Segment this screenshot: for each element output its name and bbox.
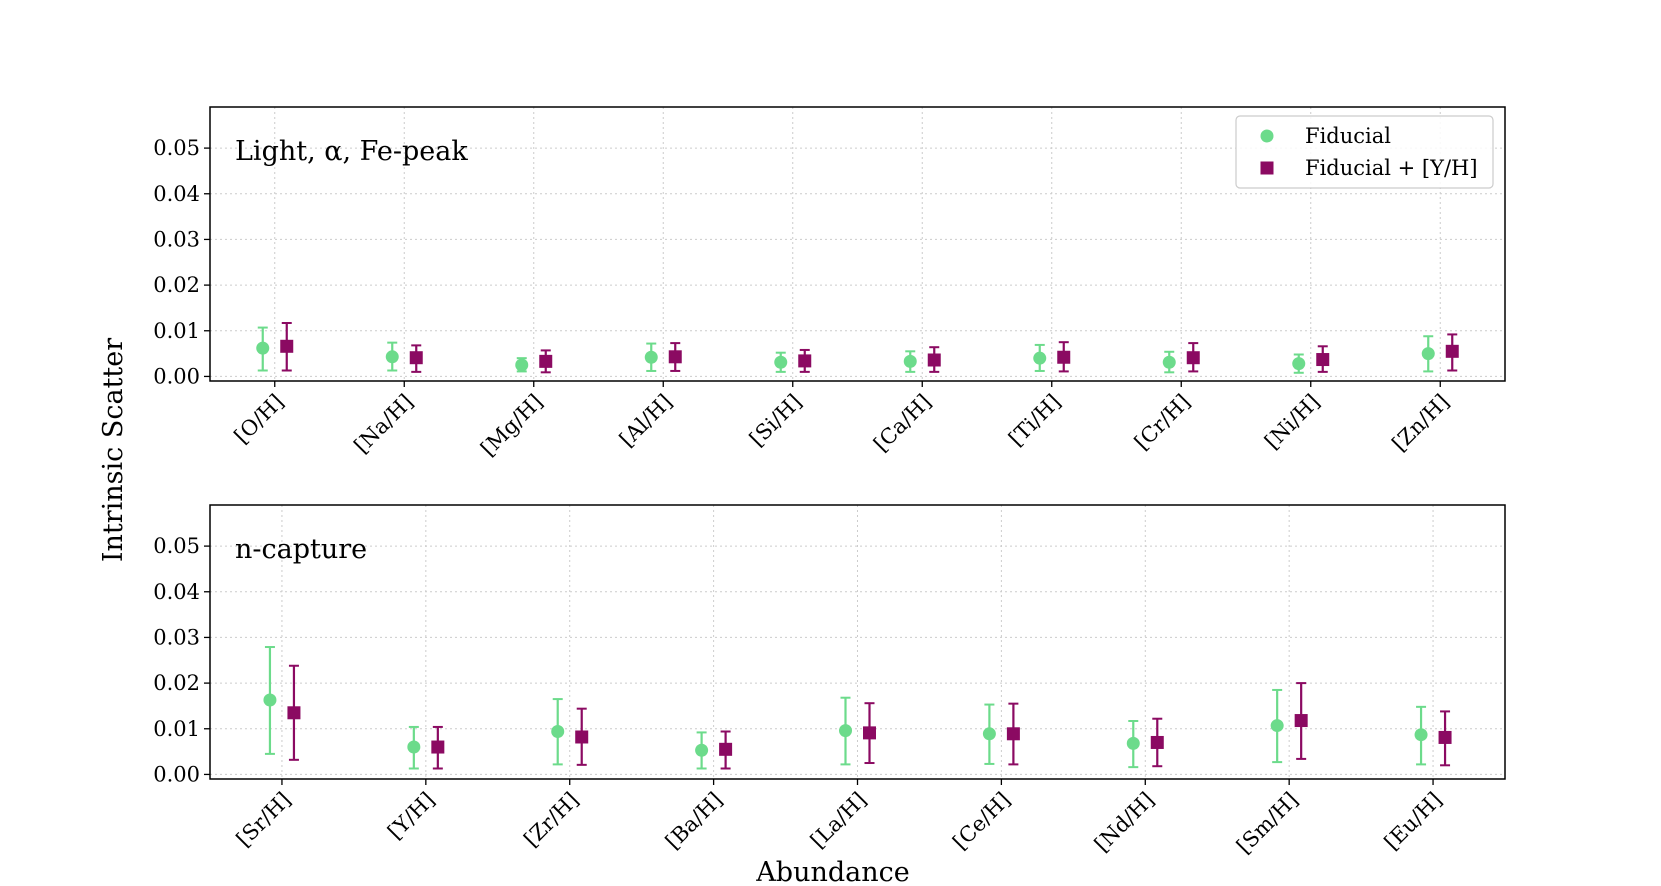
x-tick-label: [Al/H] <box>615 390 677 452</box>
y-tick-label: 0.05 <box>153 534 200 558</box>
y-tick-label: 0.00 <box>153 762 200 786</box>
legend-label: Fiducial <box>1305 124 1391 148</box>
data-point <box>263 693 277 707</box>
x-tick-label: [Cr/H] <box>1130 390 1195 455</box>
legend-box <box>1235 115 1494 189</box>
plot-frame <box>209 504 1506 780</box>
x-tick-label: [Ca/H] <box>869 390 936 457</box>
x-tick-label: [Nd/H] <box>1090 788 1159 857</box>
y-tick-label: 0.04 <box>153 580 200 604</box>
y-tick-label: 0.03 <box>153 227 200 251</box>
panel-title: n-capture <box>235 534 367 565</box>
data-point <box>1033 351 1047 365</box>
series-fiducial-plus-yh <box>287 664 1452 770</box>
x-tick-label: [O/H] <box>230 390 289 449</box>
panel-title: Light, α, Fe-peak <box>235 136 468 167</box>
legend-marker-square <box>1260 161 1274 175</box>
data-point <box>1292 357 1306 371</box>
data-point <box>409 351 423 365</box>
data-point <box>903 354 917 368</box>
x-tick-label: [Ti/H] <box>1004 390 1065 451</box>
x-tick-label: [Sr/H] <box>232 788 296 852</box>
y-tick-label: 0.05 <box>153 136 200 160</box>
data-point <box>256 341 270 355</box>
x-tick-label: [Na/H] <box>349 390 417 458</box>
data-point <box>385 350 399 364</box>
series-fiducial <box>263 646 1428 770</box>
data-point <box>668 350 682 364</box>
y-tick-label: 0.01 <box>153 717 200 741</box>
x-tick-label: [Ni/H] <box>1260 390 1324 454</box>
data-point <box>539 354 553 368</box>
legend-marker-circle <box>1260 129 1274 143</box>
x-tick-label: [Mg/H] <box>476 390 547 461</box>
x-axis-label: Abundance <box>755 857 909 886</box>
data-point <box>280 339 294 353</box>
y-tick-label: 0.02 <box>153 273 200 297</box>
x-tick-label: [Eu/H] <box>1380 788 1447 855</box>
data-point <box>1126 736 1140 750</box>
x-tick-label: [Sm/H] <box>1232 788 1303 859</box>
y-tick-label: 0.03 <box>153 625 200 649</box>
legend-label: Fiducial + [Y/H] <box>1305 156 1478 180</box>
y-tick-label: 0.00 <box>153 364 200 388</box>
y-tick-label: 0.02 <box>153 671 200 695</box>
legend: Fiducial Fiducial + [Y/H] <box>1235 115 1494 189</box>
data-point <box>719 742 733 756</box>
x-tick-label: [Si/H] <box>745 390 806 451</box>
data-point <box>982 727 996 741</box>
y-tick-label: 0.01 <box>153 319 200 343</box>
data-point <box>515 358 529 372</box>
data-point <box>1445 344 1459 358</box>
data-point <box>863 726 876 740</box>
x-tick-label: [Zn/H] <box>1387 390 1453 456</box>
data-point <box>774 355 788 369</box>
x-tick-label: [Ce/H] <box>948 788 1015 855</box>
y-tick-label: 0.04 <box>153 182 200 206</box>
plot-frame <box>209 106 1506 382</box>
data-point <box>431 740 445 754</box>
data-point <box>695 743 709 757</box>
data-point <box>1438 730 1452 744</box>
data-point <box>551 725 565 739</box>
x-tick-label: [Ba/H] <box>661 788 727 854</box>
x-tick-label: [Zr/H] <box>519 788 583 852</box>
data-point <box>798 354 812 368</box>
data-point <box>1186 351 1200 365</box>
panel-n-capture: 0.00 0.01 0.02 0.03 0.04 0.05 [Sr/H] [Y/H] [Zr/H… <box>153 504 1506 859</box>
data-point <box>407 740 421 754</box>
data-point <box>1057 350 1071 364</box>
data-point <box>575 730 589 744</box>
x-tick-label: [La/H] <box>806 788 871 853</box>
y-axis-label: Intrinsic Scatter <box>98 338 129 562</box>
data-point <box>1150 735 1164 749</box>
x-tick-label: [Y/H] <box>383 788 439 844</box>
data-point <box>1294 714 1308 728</box>
data-point <box>287 706 301 720</box>
data-point <box>1270 719 1284 733</box>
series-fiducial <box>256 326 1435 374</box>
data-point <box>927 353 941 367</box>
series-fiducial-plus-yh <box>280 322 1459 374</box>
data-point <box>839 724 852 738</box>
data-point <box>1316 353 1330 367</box>
data-point <box>1421 347 1435 361</box>
data-point <box>1162 355 1176 369</box>
data-point <box>644 350 658 364</box>
data-point <box>1414 728 1428 742</box>
data-point <box>1006 727 1020 741</box>
